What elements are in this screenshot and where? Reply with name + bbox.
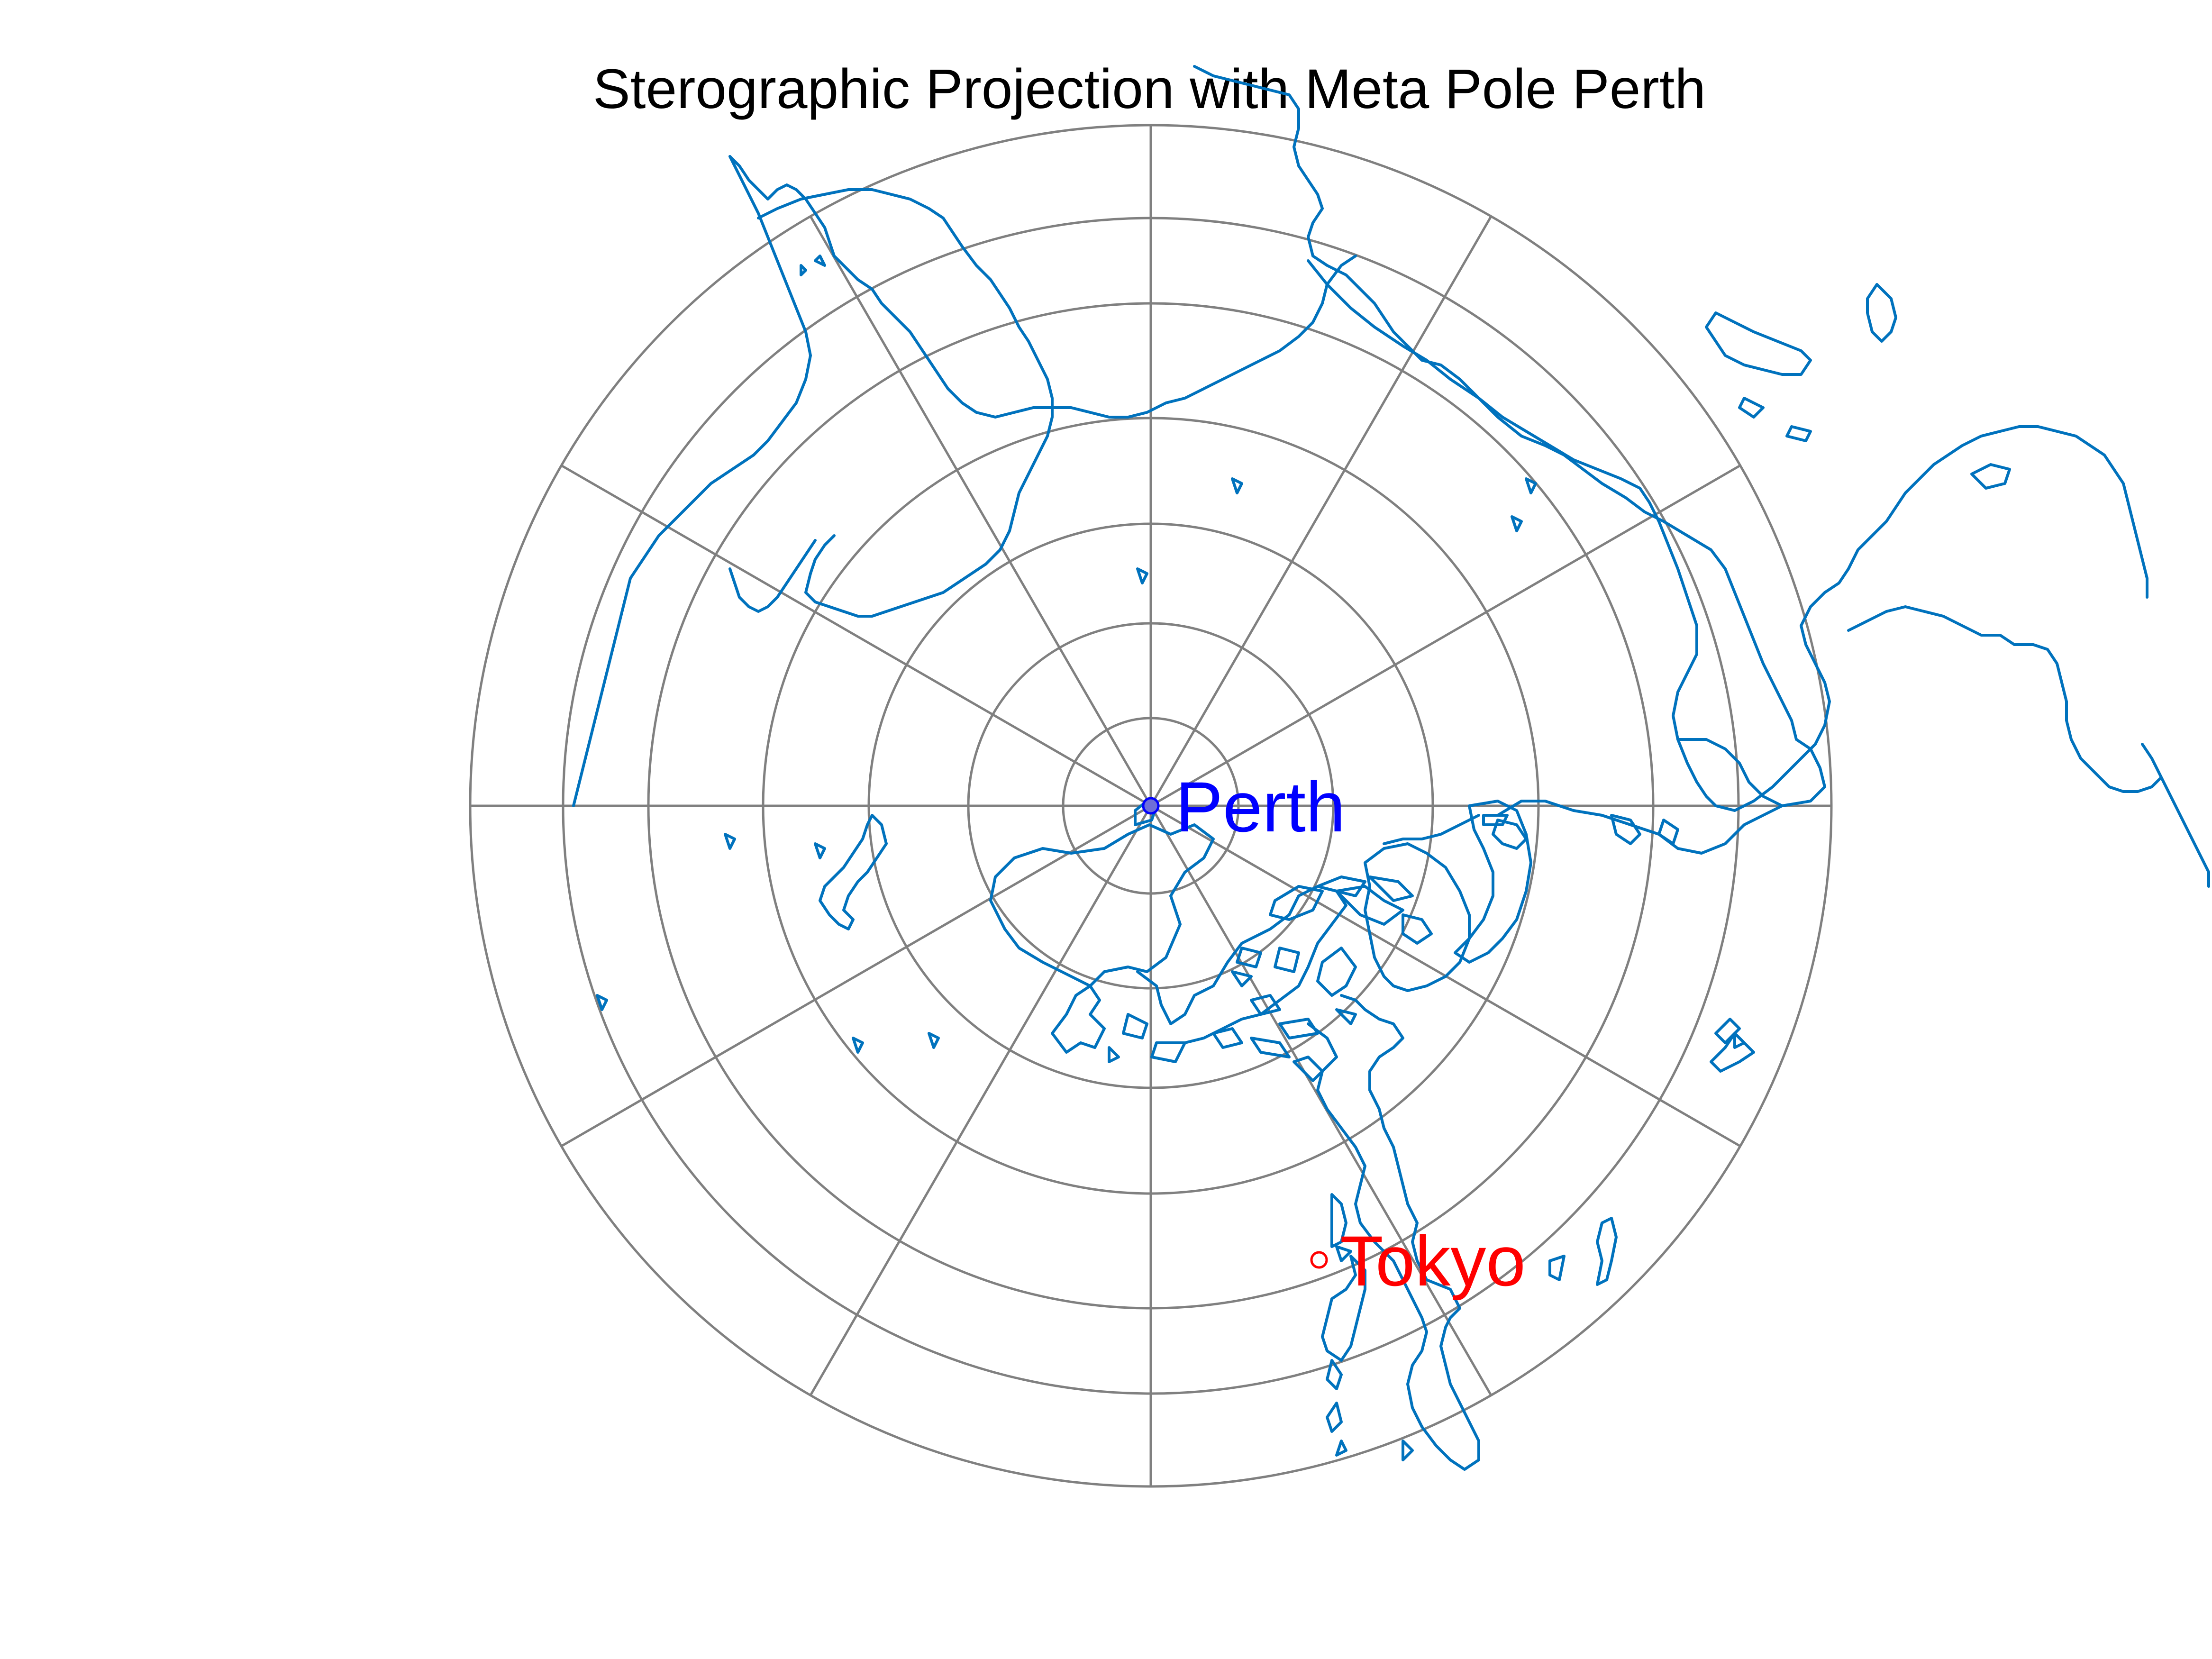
coast-west-americas <box>757 188 1054 618</box>
map-title: Sterographic Projection with Meta Pole P… <box>593 58 1706 120</box>
coast-north-america <box>572 155 812 807</box>
coast-sakhalin <box>1548 1217 1618 1286</box>
coast-africa <box>1193 65 1826 855</box>
coastlines <box>572 65 2210 1471</box>
coast-madagascar <box>1492 819 1528 850</box>
tokyo-marker[interactable] <box>1310 1251 1328 1269</box>
coast-central-america <box>728 539 817 613</box>
coast-arctic <box>1705 283 2011 490</box>
grid-spoke-9 <box>809 216 1152 807</box>
markers: Perth Tokyo <box>1142 767 1526 1301</box>
coast-southeast-asia <box>1236 875 1433 1025</box>
coast-west-south-america-island <box>819 814 888 930</box>
coast-antarctica-edge <box>1610 814 1755 1073</box>
coast-islands-scatter <box>596 255 1746 1461</box>
coast-india <box>1364 842 1471 992</box>
perth-label: Perth <box>1175 767 1346 847</box>
coast-mediterranean <box>1383 738 1784 845</box>
coast-asia-mainland <box>1307 994 1480 1471</box>
grid-spoke-3 <box>1149 805 1493 1396</box>
coast-europe <box>1307 259 2148 812</box>
tokyo-label: Tokyo <box>1340 1221 1526 1301</box>
coast-japan <box>1321 1193 1366 1457</box>
perth-marker[interactable] <box>1142 797 1160 815</box>
grid-spoke-11 <box>1149 216 1493 807</box>
grid-spoke-5 <box>809 805 1152 1396</box>
grid-spoke-12 <box>1150 464 1741 807</box>
grid-spoke-8 <box>561 464 1152 807</box>
grid-spoke-6 <box>561 804 1152 1148</box>
coast-greenland <box>1847 605 2210 888</box>
